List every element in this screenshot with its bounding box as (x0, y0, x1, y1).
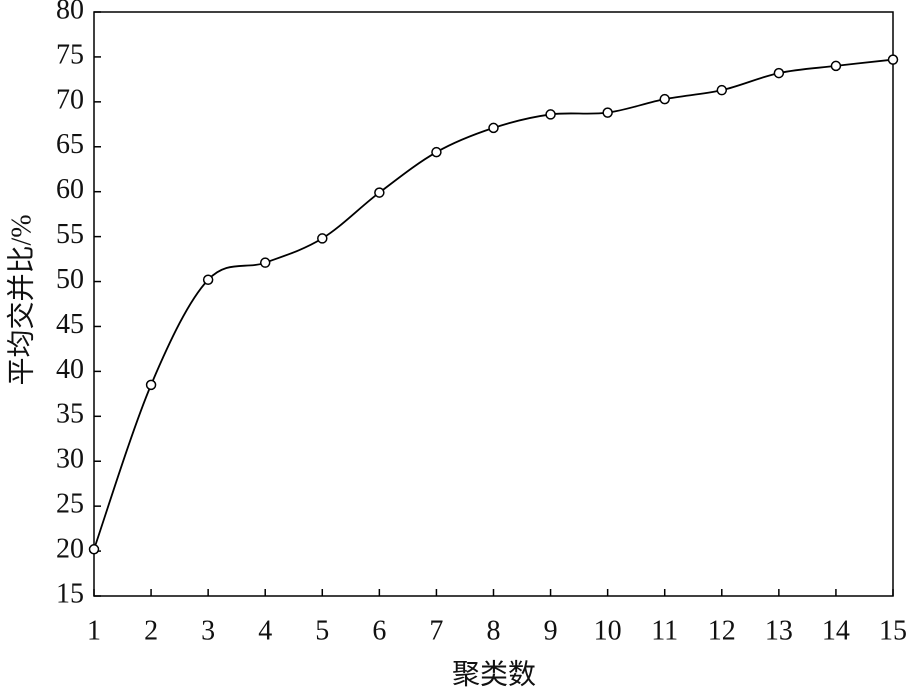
y-axis-title: 平均交并比/% (5, 214, 37, 385)
x-tick-label: 12 (708, 615, 736, 646)
y-tick-label: 75 (56, 39, 84, 70)
y-tick-label: 60 (56, 174, 84, 205)
point (887, 54, 899, 65)
point (716, 84, 728, 96)
y-tick-label: 80 (56, 0, 84, 25)
point (259, 257, 271, 268)
x-tick-label: 3 (201, 615, 215, 646)
x-tick-label: 4 (258, 615, 272, 646)
y-tick-label: 45 (56, 309, 84, 340)
x-tick-label: 7 (429, 615, 443, 646)
y-tick-label: 65 (56, 129, 84, 160)
y-tick-label: 70 (56, 84, 84, 115)
point (659, 93, 670, 105)
x-tick-label: 5 (315, 615, 329, 646)
line (93, 58, 894, 550)
x-tick-label: 2 (144, 615, 158, 646)
point (773, 67, 785, 79)
x-tick-label: 9 (544, 615, 558, 646)
y-tick-label: 30 (56, 444, 84, 475)
x-tick-label: 10 (594, 615, 622, 646)
point (145, 379, 157, 391)
plot-frame (93, 11, 894, 597)
x-tick-label: 14 (822, 615, 850, 646)
y-tick-label: 40 (56, 354, 84, 385)
point (488, 122, 499, 134)
point (88, 544, 100, 555)
point (317, 233, 328, 244)
x-tick-label: 15 (879, 615, 907, 646)
y-tick-label: 35 (56, 399, 84, 430)
x-tick-label: 1 (87, 615, 101, 646)
y-tick-label: 55 (56, 219, 84, 250)
point (545, 109, 556, 120)
point (830, 60, 842, 72)
x-axis-title: 聚类数 (452, 658, 536, 690)
y-tick-label: 25 (56, 489, 84, 520)
point (431, 146, 442, 158)
x-tick-label: 8 (487, 615, 501, 646)
point (374, 187, 385, 198)
y-tick-label: 50 (56, 264, 84, 295)
x-tick-label: 6 (372, 615, 386, 646)
y-tick-label: 15 (56, 578, 84, 609)
point (602, 107, 613, 118)
x-tick-label: 13 (765, 615, 793, 646)
y-tick-label: 20 (56, 533, 84, 564)
point (202, 274, 214, 285)
x-tick-label: 11 (651, 615, 678, 646)
